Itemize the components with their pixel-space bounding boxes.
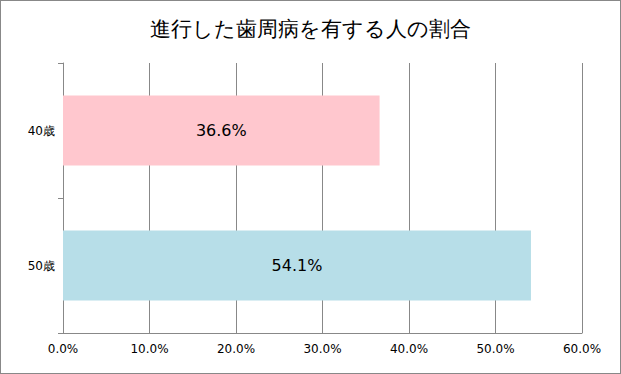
- svg-text:60.0%: 60.0%: [563, 342, 601, 356]
- svg-text:54.1%: 54.1%: [272, 256, 323, 275]
- svg-text:40.0%: 40.0%: [390, 342, 428, 356]
- svg-text:50.0%: 50.0%: [476, 342, 514, 356]
- svg-text:40歳: 40歳: [28, 124, 55, 138]
- svg-text:進行した歯周病を有する人の割合: 進行した歯周病を有する人の割合: [150, 17, 471, 41]
- svg-text:20.0%: 20.0%: [217, 342, 255, 356]
- svg-text:36.6%: 36.6%: [196, 121, 247, 140]
- svg-text:30.0%: 30.0%: [303, 342, 341, 356]
- svg-text:10.0%: 10.0%: [130, 342, 168, 356]
- svg-text:50歳: 50歳: [28, 259, 55, 273]
- svg-text:0.0%: 0.0%: [48, 342, 79, 356]
